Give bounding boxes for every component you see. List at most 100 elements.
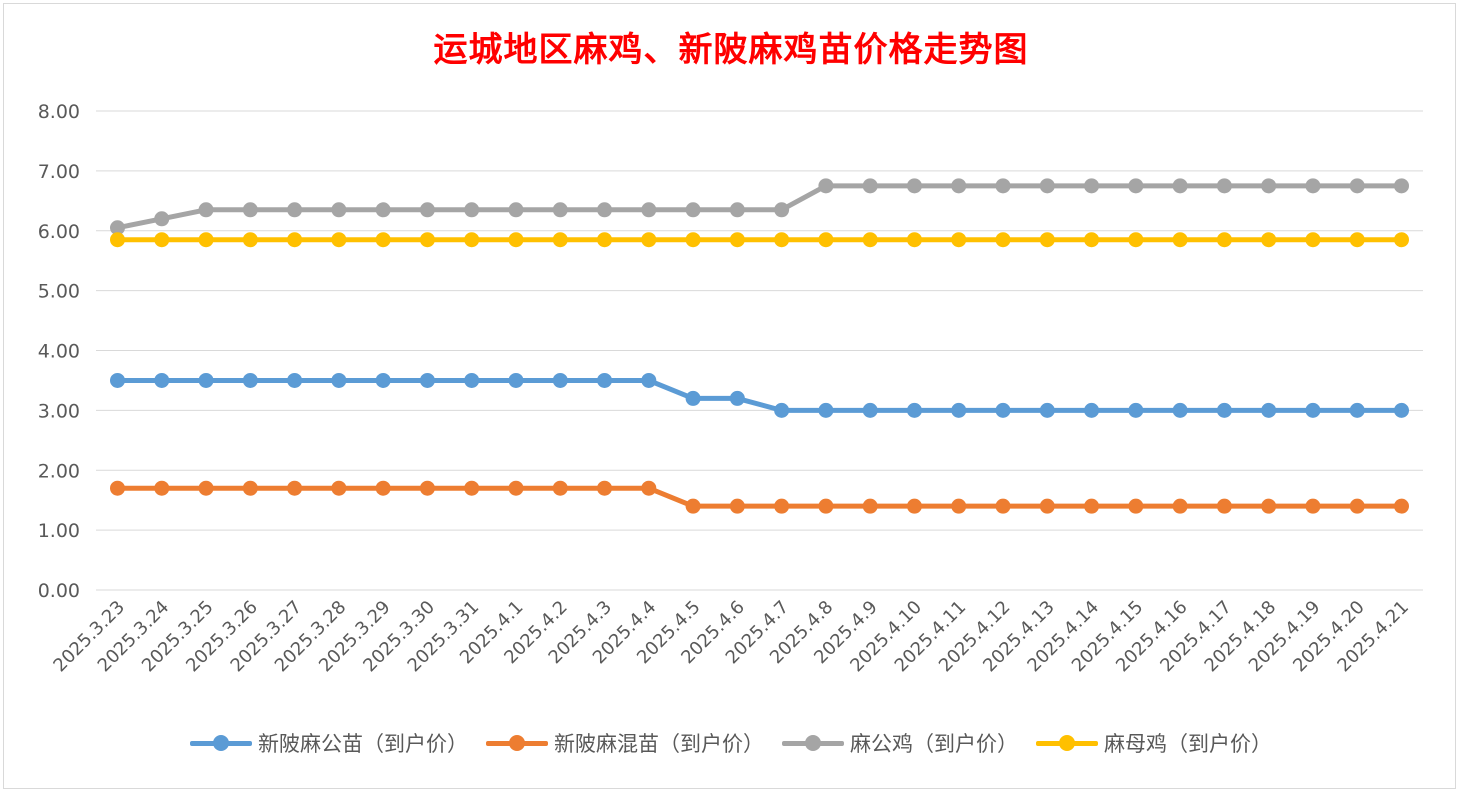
data-point [552,202,568,218]
data-point [419,372,435,388]
legend-swatch-marker [509,735,525,751]
data-point [1349,232,1365,248]
legend-label: 新陂麻公苗（到户价） [258,732,468,756]
data-point [1349,178,1365,194]
data-point [464,232,480,248]
y-tick-label: 3.00 [38,400,80,422]
data-point [419,232,435,248]
data-point [242,480,258,496]
data-point [1039,402,1055,418]
data-point [287,232,303,248]
data-point [774,402,790,418]
legend-entry: 麻公鸡（到户价） [782,728,1018,758]
data-point [110,232,125,248]
series-3 [110,232,1409,248]
series-line [115,183,1404,231]
series-line [115,485,1404,509]
y-tick-label: 2.00 [38,460,80,482]
data-point [1039,178,1055,194]
legend-entry: 新陂麻混苗（到户价） [486,728,764,758]
data-point [1172,178,1188,194]
data-point [508,202,524,218]
data-point [1128,178,1144,194]
data-point [242,202,258,218]
data-point [729,202,745,218]
data-point [685,232,701,248]
data-point [552,372,568,388]
series-2 [110,178,1409,236]
y-tick-label: 1.00 [38,520,80,542]
data-point [774,498,790,514]
data-point [1261,232,1277,248]
data-point [464,372,480,388]
data-point [641,202,657,218]
data-point [818,402,834,418]
data-point [995,402,1011,418]
data-point [287,202,303,218]
data-point [1128,498,1144,514]
data-point [464,480,480,496]
data-point [375,232,391,248]
data-point [862,178,878,194]
legend-label: 麻母鸡（到户价） [1104,732,1272,756]
data-point [1349,498,1365,514]
data-point [1128,402,1144,418]
data-point [1039,232,1055,248]
series-lines [110,178,1409,514]
legend-label: 麻公鸡（到户价） [850,732,1018,756]
data-point [951,232,967,248]
legend-entry: 新陂麻公苗（到户价） [190,728,468,758]
data-point [862,402,878,418]
data-point [641,232,657,248]
data-point [287,480,303,496]
data-point [198,372,214,388]
data-point [862,232,878,248]
data-point [906,402,922,418]
series-0 [110,372,1409,418]
data-point [951,402,967,418]
data-point [198,202,214,218]
data-point [1261,498,1277,514]
data-point [1216,498,1232,514]
data-point [1261,402,1277,418]
data-point [951,498,967,514]
data-point [906,232,922,248]
data-point [287,372,303,388]
data-point [1172,402,1188,418]
data-point [951,178,967,194]
data-point [154,372,170,388]
data-point [995,232,1011,248]
legend-swatch-marker [1059,735,1075,751]
legend-swatch [782,733,844,753]
data-point [1305,402,1321,418]
y-tick-label: 6.00 [38,221,80,243]
y-axis-ticks: 0.00 1.00 2.00 3.00 4.00 5.00 6.00 7.00 8.00 [38,101,80,602]
data-point [774,202,790,218]
data-point [1349,402,1365,418]
data-point [685,498,701,514]
data-point [375,480,391,496]
data-point [597,372,613,388]
legend-swatch-marker [213,735,229,751]
x-axis-ticks: 2025.3.232025.3.242025.3.252025.3.262025… [49,597,1413,677]
data-point [331,232,347,248]
y-tick-label: 8.00 [38,101,80,123]
data-point [198,232,214,248]
legend-entry: 麻母鸡（到户价） [1036,728,1272,758]
data-point [729,390,745,406]
data-point [375,372,391,388]
data-point [774,232,790,248]
data-point [995,178,1011,194]
series-line [115,377,1404,413]
data-point [1084,232,1100,248]
data-point [1216,232,1232,248]
data-point [552,480,568,496]
y-tick-label: 5.00 [38,281,80,303]
data-point [1261,178,1277,194]
data-point [1305,498,1321,514]
data-point [1128,232,1144,248]
data-point [154,232,170,248]
data-point [1084,498,1100,514]
chart-title: 运城地区麻鸡、新陂麻鸡苗价格走势图 [433,30,1029,70]
